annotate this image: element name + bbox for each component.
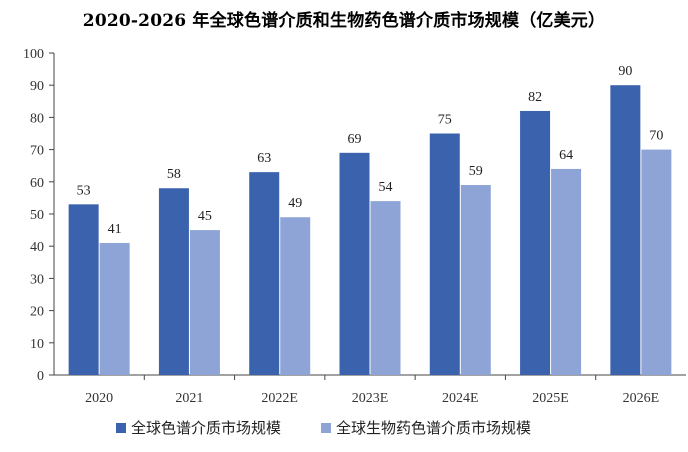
legend-swatch-series1 <box>116 423 126 433</box>
bar-series2-2026E <box>641 149 672 375</box>
data-label: 53 <box>77 183 91 198</box>
chart-title: 2020-2026 年全球色谱介质和生物药色谱介质市场规模（亿美元） <box>82 11 606 31</box>
y-tick-label: 90 <box>30 79 44 94</box>
data-label: 41 <box>108 222 122 237</box>
data-label: 49 <box>288 196 302 211</box>
x-tick-label: 2022E <box>261 391 298 406</box>
bar-series2-2022E <box>280 217 311 375</box>
data-label: 82 <box>528 90 542 105</box>
y-tick-label: 50 <box>30 208 44 223</box>
y-tick-label: 80 <box>30 111 44 126</box>
data-label: 70 <box>649 129 663 144</box>
data-label: 64 <box>559 148 573 163</box>
data-label: 59 <box>469 164 483 179</box>
x-tick-label: 2024E <box>442 391 479 406</box>
bar-series1-2024E <box>429 133 460 375</box>
legend-label-series1: 全球色谱介质市场规模 <box>131 419 281 437</box>
y-tick-label: 100 <box>23 47 44 62</box>
bar-series2-2025E <box>551 168 582 375</box>
y-tick-label: 0 <box>37 369 44 384</box>
y-tick-label: 60 <box>30 176 44 191</box>
y-tick-label: 40 <box>30 240 44 255</box>
bar-series2-2023E <box>370 201 401 375</box>
data-label: 90 <box>618 64 632 79</box>
x-tick-label: 2021 <box>175 391 203 406</box>
x-tick-label: 2023E <box>352 391 389 406</box>
bar-series1-2026E <box>610 85 641 375</box>
y-tick-label: 70 <box>30 144 44 159</box>
data-label: 54 <box>379 180 393 195</box>
bar-series1-2021 <box>158 188 189 375</box>
y-tick-label: 30 <box>30 272 44 287</box>
data-label: 45 <box>198 209 212 224</box>
data-label: 75 <box>438 113 452 128</box>
x-tick-label: 2026E <box>623 391 660 406</box>
legend-label-series2: 全球生物药色谱介质市场规模 <box>336 419 531 437</box>
x-tick-label: 2020 <box>85 391 113 406</box>
data-label: 69 <box>348 132 362 147</box>
data-label: 58 <box>167 167 181 182</box>
bar-series2-2021 <box>189 230 220 375</box>
bar-series2-2020 <box>99 242 130 375</box>
legend-swatch-series2 <box>321 423 331 433</box>
bar-series1-2020 <box>68 204 99 375</box>
bar-series1-2023E <box>339 152 370 375</box>
y-tick-label: 10 <box>30 337 44 352</box>
x-tick-label: 2025E <box>532 391 569 406</box>
bar-series2-2024E <box>460 185 491 375</box>
y-tick-label: 20 <box>30 305 44 320</box>
bar-series1-2022E <box>249 172 280 375</box>
bar-series1-2025E <box>520 110 551 376</box>
data-label: 63 <box>257 151 271 166</box>
